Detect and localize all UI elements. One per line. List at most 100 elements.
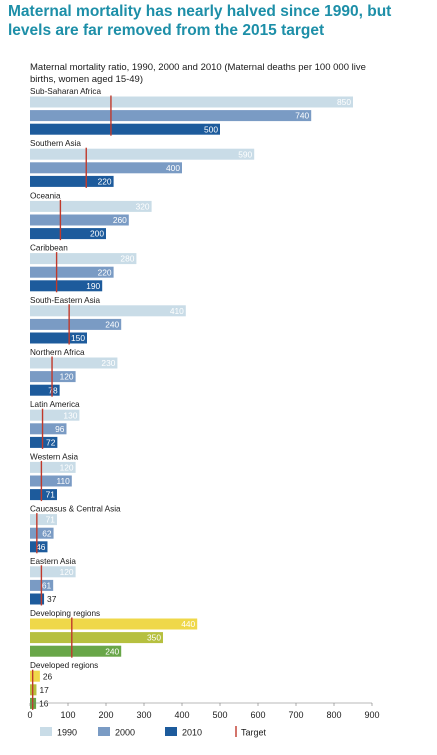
x-tick-label: 100	[60, 710, 75, 720]
bar-2010	[30, 436, 58, 448]
bar-2010	[30, 541, 48, 553]
bar-value-label: 240	[105, 646, 119, 656]
region-label: Developing regions	[30, 609, 100, 618]
bar-value-label: 240	[105, 320, 119, 330]
bar-value-label: 850	[337, 97, 351, 107]
bar-value-label: 71	[46, 515, 56, 525]
bar-value-label: 62	[42, 528, 52, 538]
bar-value-label: 78	[48, 385, 58, 395]
bar-2000	[30, 632, 163, 644]
bar-value-label: 400	[166, 163, 180, 173]
legend-label: 2010	[182, 728, 202, 738]
x-tick-label: 0	[27, 710, 32, 720]
bar-2000	[30, 214, 129, 226]
bar-1990	[30, 409, 80, 421]
region-label: Caucasus & Central Asia	[30, 505, 121, 514]
bar-1990	[30, 200, 152, 212]
bar-value-label: 120	[60, 372, 74, 382]
bar-2010	[30, 123, 220, 135]
bar-value-label: 500	[204, 124, 218, 134]
region-label: Sub-Saharan Africa	[30, 87, 101, 96]
x-tick-label: 900	[364, 710, 379, 720]
bar-value-label: 260	[113, 215, 127, 225]
bar-2000	[30, 318, 122, 330]
bar-value-label: 16	[39, 699, 49, 709]
region-label: Southern Asia	[30, 139, 81, 148]
legend-label: Target	[241, 728, 267, 738]
region-label: South-Eastern Asia	[30, 296, 101, 305]
bar-1990	[30, 96, 353, 108]
bar-2010	[30, 332, 87, 344]
bar-value-label: 46	[36, 542, 46, 552]
bar-2010	[30, 280, 103, 292]
chart-subtitle: Maternal mortality ratio, 1990, 2000 and…	[30, 62, 366, 85]
bar-1990	[30, 618, 198, 630]
bar-value-label: 17	[39, 685, 49, 695]
bar-value-label: 440	[181, 619, 195, 629]
bar-2010	[30, 175, 114, 187]
bar-value-label: 130	[63, 410, 77, 420]
x-tick-label: 500	[212, 710, 227, 720]
bar-1990	[30, 514, 57, 526]
bar-2010	[30, 228, 106, 240]
region-label: Northern Africa	[30, 348, 85, 357]
bar-value-label: 120	[60, 463, 74, 473]
bar-value-label: 230	[101, 358, 115, 368]
bar-1990	[30, 461, 76, 473]
bar-value-label: 120	[60, 567, 74, 577]
bar-2000	[30, 110, 312, 122]
bar-value-label: 410	[170, 306, 184, 316]
region-label: Developed regions	[30, 661, 98, 670]
bar-value-label: 110	[56, 476, 70, 486]
bar-value-label: 200	[90, 229, 104, 239]
chart-title: Maternal mortality has nearly halved sin…	[8, 3, 392, 39]
bar-1990	[30, 357, 118, 369]
x-tick-label: 300	[136, 710, 151, 720]
bar-2010	[30, 489, 57, 501]
bar-2010	[30, 645, 122, 657]
x-tick-label: 600	[250, 710, 265, 720]
legend-label: 2000	[115, 728, 135, 738]
x-tick-label: 200	[98, 710, 113, 720]
bar-2010	[30, 384, 60, 396]
bar-2000	[30, 475, 72, 487]
bar-value-label: 350	[147, 633, 161, 643]
bar-2000	[30, 266, 114, 278]
bar-value-label: 190	[86, 281, 100, 291]
bar-value-label: 72	[46, 438, 56, 448]
bar-2000	[30, 371, 76, 383]
bar-2010	[30, 593, 45, 605]
legend-swatch-1990	[40, 727, 52, 736]
x-tick-label: 800	[326, 710, 341, 720]
legend-swatch-2000	[98, 727, 110, 736]
bar-2000	[30, 423, 67, 435]
bar-1990	[30, 670, 40, 682]
legend-swatch-2010	[165, 727, 177, 736]
x-tick-label: 400	[174, 710, 189, 720]
region-label: Caribbean	[30, 244, 68, 253]
bar-value-label: 590	[238, 149, 252, 159]
bar-value-label: 26	[43, 671, 53, 681]
bar-value-label: 320	[136, 202, 150, 212]
bar-value-label: 280	[120, 254, 134, 264]
bar-value-label: 220	[98, 267, 112, 277]
bar-value-label: 37	[47, 594, 57, 604]
bar-value-label: 71	[46, 490, 56, 500]
region-label: Western Asia	[30, 452, 79, 461]
bar-2000	[30, 527, 54, 539]
bar-value-label: 61	[42, 581, 52, 591]
x-tick-label: 700	[288, 710, 303, 720]
bar-1990	[30, 305, 186, 317]
bar-1990	[30, 253, 137, 265]
region-label: Oceania	[30, 191, 61, 200]
region-label: Eastern Asia	[30, 557, 76, 566]
bar-value-label: 220	[98, 177, 112, 187]
bar-value-label: 740	[295, 111, 309, 121]
bar-value-label: 150	[71, 333, 85, 343]
bar-value-label: 96	[55, 424, 65, 434]
bar-1990	[30, 566, 76, 578]
bar-2000	[30, 162, 182, 174]
bar-1990	[30, 148, 255, 160]
legend-label: 1990	[57, 728, 77, 738]
